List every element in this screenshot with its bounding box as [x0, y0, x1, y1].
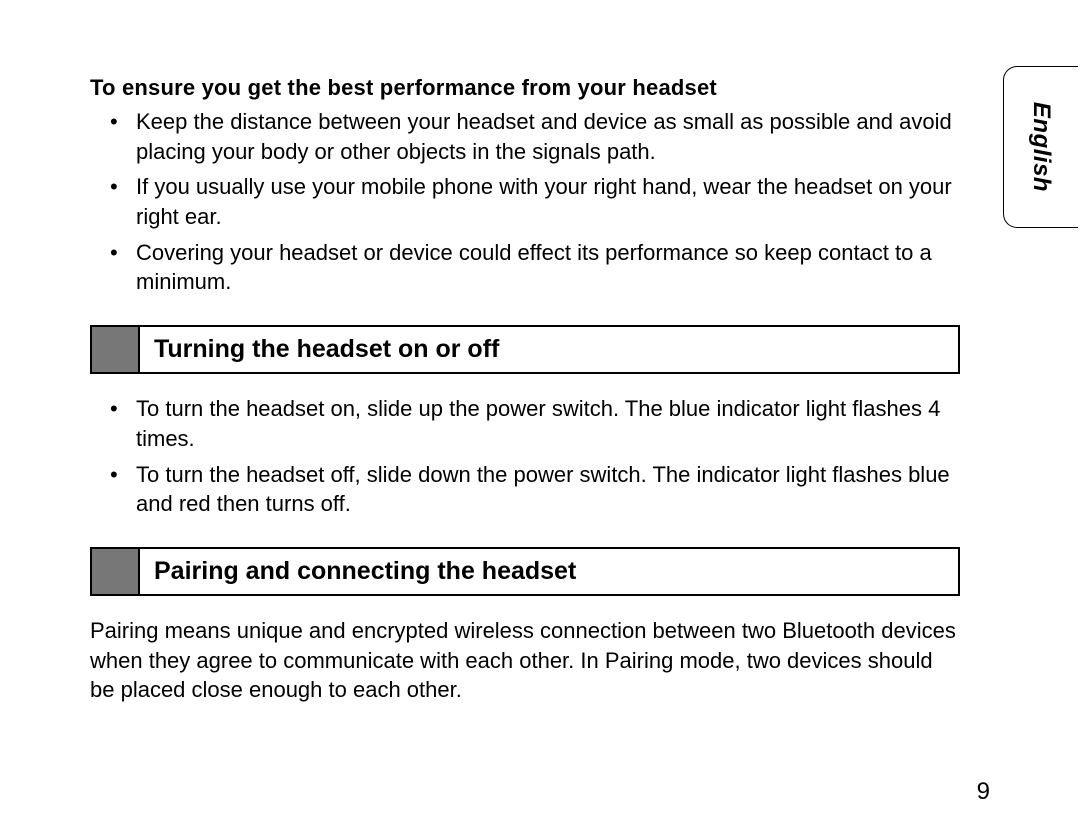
list-item: To turn the headset off, slide down the …	[90, 460, 960, 519]
list-item: Covering your headset or device could ef…	[90, 238, 960, 297]
intro-lead: To ensure you get the best performance f…	[90, 75, 960, 101]
list-item: If you usually use your mobile phone wit…	[90, 172, 960, 231]
page-number: 9	[977, 778, 990, 806]
page-content: To ensure you get the best performance f…	[90, 75, 960, 705]
manual-page: English To ensure you get the best perfo…	[0, 0, 1080, 840]
heading-tab	[92, 549, 140, 594]
intro-bullets: Keep the distance between your headset a…	[90, 107, 960, 297]
list-item: To turn the headset on, slide up the pow…	[90, 394, 960, 453]
language-tab-label: English	[1027, 102, 1055, 192]
section-title: Turning the headset on or off	[140, 327, 513, 372]
list-item: Keep the distance between your headset a…	[90, 107, 960, 166]
section-heading-turning: Turning the headset on or off	[90, 325, 960, 374]
section1-bullets: To turn the headset on, slide up the pow…	[90, 394, 960, 519]
heading-tab	[92, 327, 140, 372]
section-heading-pairing: Pairing and connecting the headset	[90, 547, 960, 596]
section-title: Pairing and connecting the headset	[140, 549, 590, 594]
section2-paragraph: Pairing means unique and encrypted wirel…	[90, 616, 960, 705]
language-tab: English	[1003, 66, 1078, 228]
